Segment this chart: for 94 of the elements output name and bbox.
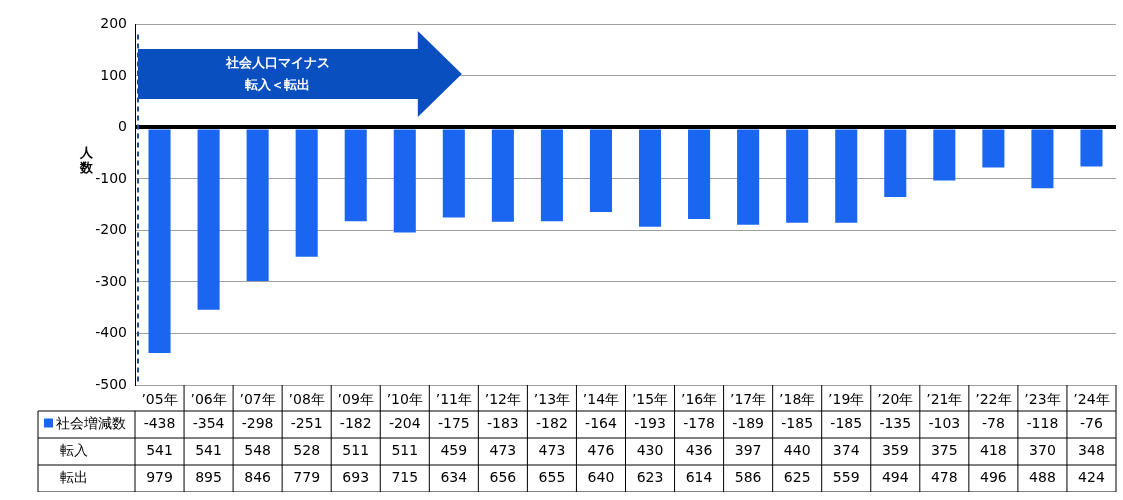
text: 496 xyxy=(980,469,1007,486)
text: 440 xyxy=(783,442,811,459)
text: 625 xyxy=(783,469,811,486)
text: 418 xyxy=(980,442,1007,459)
x-tick-label: ’16年 xyxy=(680,391,718,408)
x-tick-label: ’18年 xyxy=(779,391,816,408)
text: 528 xyxy=(293,442,321,459)
text: 転入 xyxy=(60,442,88,459)
text: 656 xyxy=(489,469,517,486)
x-tick-label: ’10年 xyxy=(386,391,423,408)
text: 715 xyxy=(391,469,419,486)
data-label: -185 xyxy=(830,415,863,432)
text: 634 xyxy=(440,469,468,486)
text: 640 xyxy=(587,469,615,486)
text: 転出 xyxy=(60,469,88,486)
text: 374 xyxy=(832,442,860,459)
text: 370 xyxy=(1029,442,1056,459)
text: 436 xyxy=(685,442,713,459)
data-label: -251 xyxy=(290,415,323,432)
text: 397 xyxy=(734,442,762,459)
text: 979 xyxy=(146,469,173,486)
y-tick-label: 200 xyxy=(100,15,127,32)
legend-label: 社会増減数 xyxy=(56,415,126,432)
x-tick-label: ’12年 xyxy=(484,391,522,408)
annotation: 社会人口マイナス xyxy=(224,54,331,73)
text: 846 xyxy=(244,469,271,486)
text: 375 xyxy=(930,442,958,459)
x-tick-label: ’20年 xyxy=(877,391,914,408)
y-tick-label: -500 xyxy=(95,375,127,392)
x-tick-label: ’22年 xyxy=(975,391,1012,408)
data-label: -182 xyxy=(536,415,568,432)
data-label: -185 xyxy=(781,415,814,432)
text: 693 xyxy=(342,469,370,486)
y-tick-label: -300 xyxy=(95,272,127,289)
x-tick-label: ’19年 xyxy=(828,391,865,408)
text: 424 xyxy=(1078,469,1105,486)
x-tick-label: ’17年 xyxy=(729,391,767,408)
x-tick-label: ’15年 xyxy=(631,391,669,408)
text: 473 xyxy=(538,442,566,459)
text: 359 xyxy=(881,442,909,459)
text: 541 xyxy=(195,442,222,459)
text: 614 xyxy=(685,469,713,486)
data-label: -204 xyxy=(388,415,421,432)
y-axis-title: 人数 xyxy=(80,144,94,175)
text: 511 xyxy=(342,442,370,459)
text: 655 xyxy=(538,469,566,486)
text: 895 xyxy=(195,469,222,486)
data-label: -354 xyxy=(192,415,225,432)
data-label: -182 xyxy=(339,415,372,432)
text: 559 xyxy=(832,469,860,486)
text: 459 xyxy=(440,442,468,459)
text: 430 xyxy=(636,442,664,459)
data-label: -183 xyxy=(486,415,519,432)
text: 348 xyxy=(1078,442,1105,459)
text: 494 xyxy=(881,469,909,486)
y-tick-label: -400 xyxy=(95,324,127,341)
x-tick-label: ’23年 xyxy=(1024,391,1061,408)
text: 476 xyxy=(587,442,615,459)
text: 623 xyxy=(636,469,664,486)
x-tick-label: ’14年 xyxy=(582,391,620,408)
data-label: -164 xyxy=(585,415,617,432)
y-tick-label: 100 xyxy=(100,66,127,83)
text: 511 xyxy=(391,442,419,459)
data-label: -189 xyxy=(732,415,765,432)
x-tick-label: ’24年 xyxy=(1073,391,1110,408)
x-tick-label: ’13年 xyxy=(533,391,571,408)
text: 478 xyxy=(930,469,958,486)
data-label: -178 xyxy=(683,415,715,432)
text: 473 xyxy=(489,442,517,459)
text: 541 xyxy=(146,442,173,459)
x-tick-label: ’07年 xyxy=(239,391,276,408)
text: 548 xyxy=(244,442,271,459)
y-tick-label: -100 xyxy=(95,169,127,186)
x-tick-label: ’06年 xyxy=(190,391,227,408)
annotation: 転入＜転出 xyxy=(244,76,312,95)
y-tick-label: 0 xyxy=(118,118,127,135)
y-tick-label: -200 xyxy=(95,221,127,238)
data-label: -76 xyxy=(1080,415,1103,432)
text: 488 xyxy=(1029,469,1056,486)
data-label: -193 xyxy=(634,415,666,432)
data-label: -438 xyxy=(143,415,176,432)
x-tick-label: ’08年 xyxy=(288,391,325,408)
data-label: -78 xyxy=(981,415,1005,432)
x-tick-label: ’11年 xyxy=(435,391,472,408)
x-tick-label: ’09年 xyxy=(337,391,374,408)
x-tick-label: ’05年 xyxy=(141,391,178,408)
x-tick-label: ’21年 xyxy=(926,391,963,408)
data-label: -135 xyxy=(879,415,912,432)
text: 779 xyxy=(293,469,321,486)
data-label: -118 xyxy=(1026,415,1059,432)
data-label: -175 xyxy=(437,415,470,432)
text: 586 xyxy=(734,469,762,486)
data-label: -103 xyxy=(928,415,961,432)
data-label: -298 xyxy=(241,415,274,432)
